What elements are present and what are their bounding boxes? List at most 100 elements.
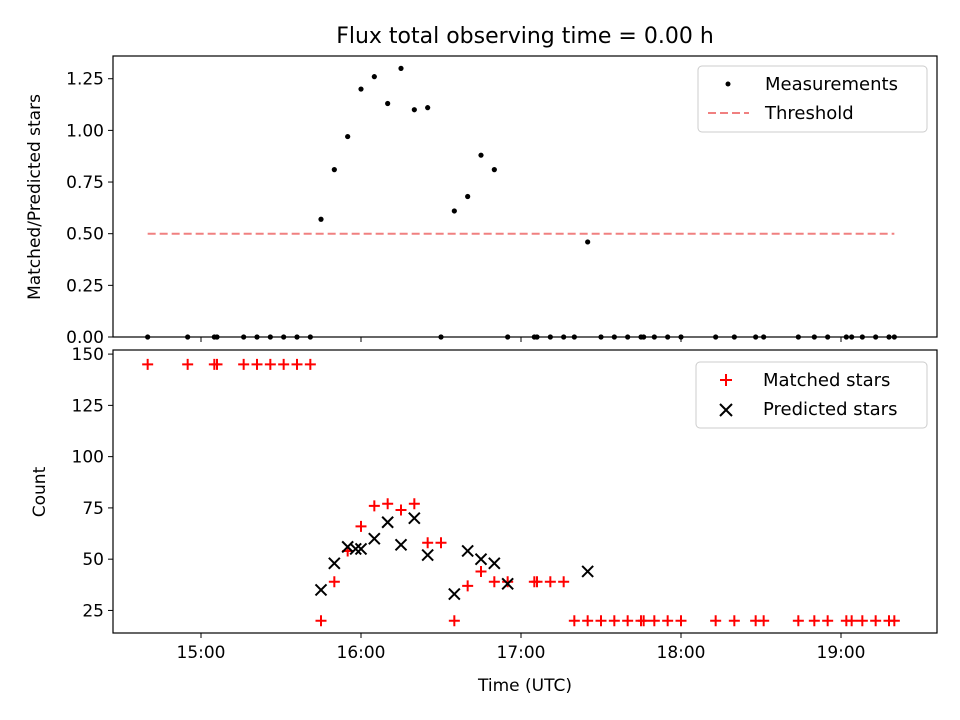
measurement-point (491, 167, 497, 173)
predicted-star-point (488, 557, 501, 570)
bottom-panel: Count Time (UTC) 25 50 75 100 125 150 15:00 16… (30, 345, 938, 696)
bottom-plot-area (142, 358, 900, 627)
top-y-tick-label: 0.50 (66, 225, 104, 245)
matched-star-point (595, 615, 607, 627)
matched-star-point (758, 615, 770, 627)
legend-threshold-label: Threshold (764, 103, 854, 124)
top-legend-box (697, 65, 928, 133)
measurement-point (345, 133, 351, 140)
bottom-xlabel: Time (UTC) (477, 676, 572, 696)
bottom-y-tick-label: 25 (82, 601, 104, 621)
legend-matched-marker (720, 374, 732, 386)
bottom-legend-box (695, 361, 928, 429)
bottom-y-tick-label: 125 (72, 396, 104, 416)
matched-star-point (264, 358, 276, 370)
matched-star-point (662, 615, 674, 627)
bottom-x-tick-label: 19:00 (817, 643, 866, 663)
bottom-y-tick-label: 50 (82, 550, 104, 570)
matched-star-point (395, 504, 407, 516)
top-y-tick-label: 1.00 (66, 121, 104, 141)
matched-star-point (368, 500, 380, 512)
predicted-star-point (328, 557, 341, 570)
measurement-point (331, 167, 337, 173)
matched-star-point (648, 615, 660, 627)
predicted-star-point (461, 544, 474, 558)
matched-star-point (568, 615, 580, 627)
top-title: Flux total observing time = 0.00 h (336, 24, 714, 49)
matched-star-point (382, 498, 394, 510)
matched-star-point (251, 358, 263, 370)
measurement-point (451, 208, 457, 214)
predicted-star-point (421, 548, 434, 562)
matched-star-point (808, 615, 820, 627)
legend-matched-label: Matched stars (763, 370, 890, 391)
measurement-point (318, 216, 324, 222)
matched-star-point (582, 615, 594, 627)
measurement-point (585, 239, 591, 245)
predicted-star-point (501, 577, 514, 590)
predicted-star-point (368, 532, 381, 545)
measurement-point (478, 152, 484, 158)
measurement-point (398, 65, 404, 71)
measurement-point (425, 105, 431, 111)
top-y-tick-label: 1.25 (66, 70, 104, 90)
top-y-tick-label: 0.75 (66, 173, 104, 193)
top-y-tick-label: 0.25 (66, 276, 104, 296)
bottom-y-tick-label: 150 (72, 345, 104, 365)
matched-star-point (710, 615, 722, 627)
matched-star-point (211, 358, 223, 370)
bottom-x-tick-label: 17:00 (497, 643, 546, 663)
matched-star-point (792, 615, 804, 627)
bottom-x-axis-ticks: 15:00 16:00 17:00 18:00 19:00 (177, 633, 866, 663)
matched-star-point (291, 358, 303, 370)
legend-predicted-label: Predicted stars (763, 399, 897, 420)
top-legend: Measurements Threshold (697, 65, 928, 133)
matched-star-point (856, 615, 868, 627)
top-y-tick-label: 0.00 (66, 328, 104, 348)
predicted-star-point (448, 587, 461, 601)
predicted-star-point (581, 565, 594, 578)
predicted-star-point (474, 552, 488, 566)
matched-star-point (728, 615, 740, 627)
matched-star-point (846, 615, 858, 627)
bottom-x-tick-label: 16:00 (337, 643, 386, 663)
matched-star-point (278, 358, 290, 370)
bottom-x-tick-label: 18:00 (657, 643, 706, 663)
measurement-point (411, 107, 417, 113)
bottom-y-axis-ticks: 25 50 75 100 125 150 (72, 345, 113, 621)
matched-star-point (475, 565, 487, 577)
matched-star-point (304, 358, 316, 370)
top-y-axis-ticks: 0.00 0.25 0.50 0.75 1.00 1.25 (66, 70, 113, 348)
predicted-star-point (354, 542, 368, 556)
bottom-x-tick-label: 15:00 (177, 643, 226, 663)
bottom-y-tick-label: 75 (82, 499, 104, 519)
matched-star-point (888, 615, 900, 627)
matched-star-point (435, 537, 447, 549)
legend-measurements-marker (725, 81, 731, 87)
measurement-point (465, 193, 471, 200)
matched-star-point (238, 358, 250, 370)
measurement-point (385, 100, 391, 107)
predicted-star-point (394, 538, 408, 552)
matched-star-point (870, 615, 882, 627)
matched-star-point (675, 615, 687, 627)
predicted-star-point (408, 511, 421, 525)
matched-star-point (622, 615, 634, 627)
matched-star-point (355, 520, 367, 532)
matched-star-point (422, 537, 434, 549)
matched-star-point (608, 615, 620, 627)
matched-star-point (822, 615, 834, 627)
matched-star-point (182, 358, 194, 370)
matched-star-point (315, 615, 327, 627)
matched-star-point (462, 580, 474, 592)
legend-predicted-marker (719, 403, 733, 417)
bottom-ylabel: Count (30, 466, 50, 517)
top-axes-frame (112, 55, 938, 338)
matched-star-point (638, 615, 650, 627)
matched-star-point (408, 498, 420, 510)
matched-star-point (142, 358, 154, 370)
matched-star-point (448, 615, 460, 627)
matched-star-point (502, 576, 514, 588)
matched-star-point (544, 576, 556, 588)
